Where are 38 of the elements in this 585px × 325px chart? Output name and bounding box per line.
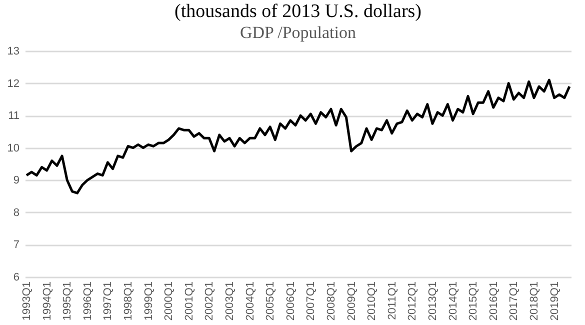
x-tick-label: 1994Q1 <box>41 282 54 321</box>
x-tick-label: 1995Q1 <box>62 282 74 321</box>
y-tick-label: 11 <box>8 110 20 122</box>
x-tick-label: 2010Q1 <box>366 282 378 321</box>
x-tick-label: 1997Q1 <box>102 282 114 321</box>
x-tick-label: 1993Q1 <box>21 282 34 321</box>
x-tick-label: 2004Q1 <box>244 282 256 321</box>
y-tick-label: 6 <box>13 272 20 284</box>
x-tick-label: 2002Q1 <box>204 282 216 321</box>
x-tick-label: 2005Q1 <box>264 282 277 321</box>
line-series <box>25 78 571 194</box>
y-tick-label: 8 <box>13 206 20 219</box>
x-tick-label: 1999Q1 <box>142 282 155 321</box>
x-tick-label: 2014Q1 <box>447 282 460 321</box>
y-tick-label: 10 <box>7 142 20 154</box>
x-tick-label: 2018Q1 <box>528 282 540 321</box>
x-tick-label: 2016Q1 <box>488 282 500 321</box>
x-tick-label: 2012Q1 <box>406 282 419 321</box>
x-tick-label: 2015Q1 <box>468 282 480 321</box>
x-tick-label: 2017Q1 <box>508 282 520 321</box>
x-tick-label: 2007Q1 <box>305 282 318 321</box>
x-tick-label: 2011Q1 <box>386 282 398 320</box>
y-tick-label: 7 <box>13 239 20 252</box>
chart-subtitle: GDP /Population <box>240 23 357 42</box>
chart-title: (thousands of 2013 U.S. dollars) <box>174 1 422 22</box>
x-tick-label: 2008Q1 <box>325 282 338 321</box>
y-tick-label: 12 <box>7 78 20 90</box>
x-tick-label: 2001Q1 <box>183 282 196 321</box>
x-tick-label: 2006Q1 <box>284 282 297 321</box>
y-tick-label: 9 <box>13 174 20 187</box>
x-tick-label: 2009Q1 <box>346 282 358 321</box>
x-tick-label: 2013Q1 <box>426 282 439 321</box>
x-tick-label: 2019Q1 <box>548 282 561 321</box>
x-tick-label: 2003Q1 <box>224 282 236 321</box>
x-tick-label: 2000Q1 <box>163 282 176 321</box>
x-tick-label: 1998Q1 <box>122 282 135 321</box>
x-tick-label: 1996Q1 <box>82 282 94 321</box>
y-tick-label: 13 <box>7 46 20 58</box>
